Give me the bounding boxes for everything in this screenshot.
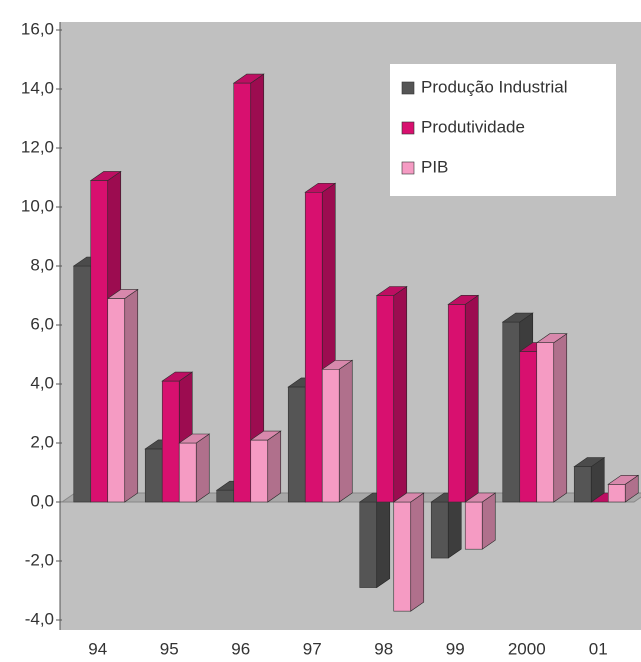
bar [304,191,323,503]
bar-side [464,294,479,503]
bar [376,295,395,503]
bar [430,501,449,559]
bar [161,380,180,503]
legend-marker [401,81,415,95]
y-tick-label: 6,0 [30,314,54,333]
bar [233,82,252,503]
x-tick-label: 01 [589,639,608,658]
bar-top [321,359,354,370]
bar [607,483,626,503]
bar-side [447,492,462,559]
legend-label: Produtividade [421,117,525,136]
y-tick-label: 2,0 [30,432,54,451]
bar [250,439,269,503]
bar [393,501,412,612]
bar [502,321,521,503]
legend-marker [401,121,415,135]
bar [178,442,197,503]
legend-marker [401,161,415,175]
bar [107,298,126,503]
bar-side [410,492,425,612]
bar-side [376,492,391,589]
bar-top [89,171,122,181]
bar-top [249,430,282,441]
legend-label: Produção Industrial [421,77,567,96]
x-tick-label: 94 [88,639,107,658]
bar-top [161,371,194,382]
y-tick-label: 4,0 [30,373,54,392]
x-tick-label: 2000 [508,639,546,658]
bar-top [178,433,211,444]
y-tick-label: 0,0 [30,491,54,510]
bar [287,386,306,503]
bar-side [553,333,568,503]
y-tick-label: 8,0 [30,255,54,274]
bar-top [573,457,606,467]
x-tick-label: 95 [160,639,179,658]
x-tick-label: 96 [231,639,250,658]
bar [573,466,592,503]
x-tick-label: 98 [374,639,393,658]
bar [73,265,92,503]
bar-top [106,289,139,299]
bar-top [392,492,425,503]
bar [144,448,163,503]
bar-side [124,288,139,503]
x-tick-label: 99 [446,639,465,658]
bar [536,342,555,503]
bar-top [607,474,640,485]
bar-top [232,73,265,84]
bar-top [464,492,497,503]
bar-side [481,492,496,550]
bar [321,368,340,503]
y-tick-label: 12,0 [21,137,54,156]
legend-label: PIB [421,157,448,176]
y-tick-label: 10,0 [21,196,54,215]
y-tick-label: 14,0 [21,78,54,97]
x-tick-label: 97 [303,639,322,658]
bar-top [447,295,480,305]
bar [447,304,466,503]
bar [90,180,109,503]
bar-top [535,333,568,344]
bar [359,501,378,588]
y-tick-label: 16,0 [21,19,54,38]
bar-top [304,182,337,193]
bar-side [338,359,353,503]
y-tick-label: -2,0 [25,550,54,569]
bar [464,501,483,550]
bar [519,351,538,503]
bar-side [267,430,282,503]
bar-top [501,312,534,323]
bar-side [393,285,408,503]
y-tick-label: -4,0 [25,609,54,628]
legend-box [390,64,616,196]
bar-top [375,286,408,296]
bar-side [195,433,210,503]
bar [216,489,235,503]
